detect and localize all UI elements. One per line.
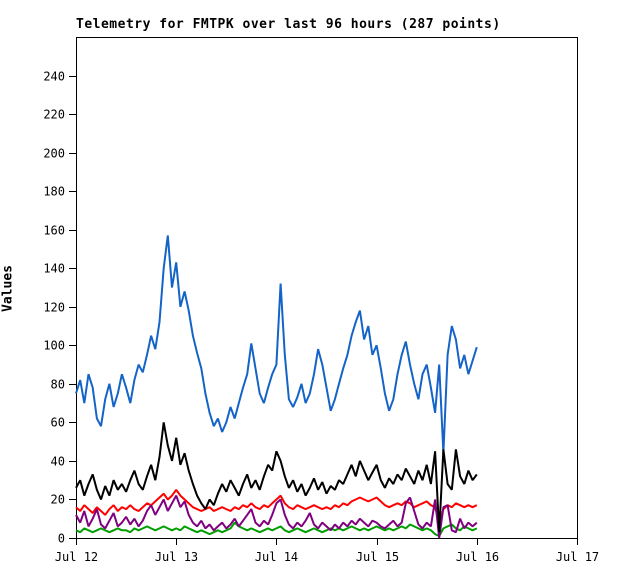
x-tick-label: Jul 13 <box>155 550 198 564</box>
y-tick-label: 40 <box>51 455 65 469</box>
x-tick-label: Jul 16 <box>456 550 499 564</box>
y-tick-label: 140 <box>43 262 65 276</box>
series-line-green <box>75 521 478 537</box>
y-tick-label: 180 <box>43 185 65 199</box>
y-tick-label: 100 <box>43 339 65 353</box>
y-tick-label: 240 <box>43 70 65 84</box>
y-tick-label: 80 <box>51 378 65 392</box>
series-line-purple <box>75 495 478 539</box>
y-tick-label: 200 <box>43 147 65 161</box>
series-line-black <box>75 422 478 533</box>
y-tick-label: 20 <box>51 493 65 507</box>
chart-title: Telemetry for FMTPK over last 96 hours (… <box>76 17 501 32</box>
series-line-red <box>75 489 478 523</box>
x-tick-label: Jul 14 <box>255 550 298 564</box>
y-tick-label: 220 <box>43 108 65 122</box>
x-tick-label: Jul 15 <box>356 550 399 564</box>
y-tick-label: 160 <box>43 224 65 238</box>
x-tick-label: Jul 12 <box>55 550 98 564</box>
y-tick-label: 0 <box>58 532 65 546</box>
plot-border <box>76 37 578 539</box>
series-line-blue <box>75 235 478 454</box>
y-tick-label: 120 <box>43 301 65 315</box>
y-tick-label: 60 <box>51 416 65 430</box>
x-tick-label: Jul 17 <box>556 550 599 564</box>
y-axis-label: Values <box>0 265 16 312</box>
